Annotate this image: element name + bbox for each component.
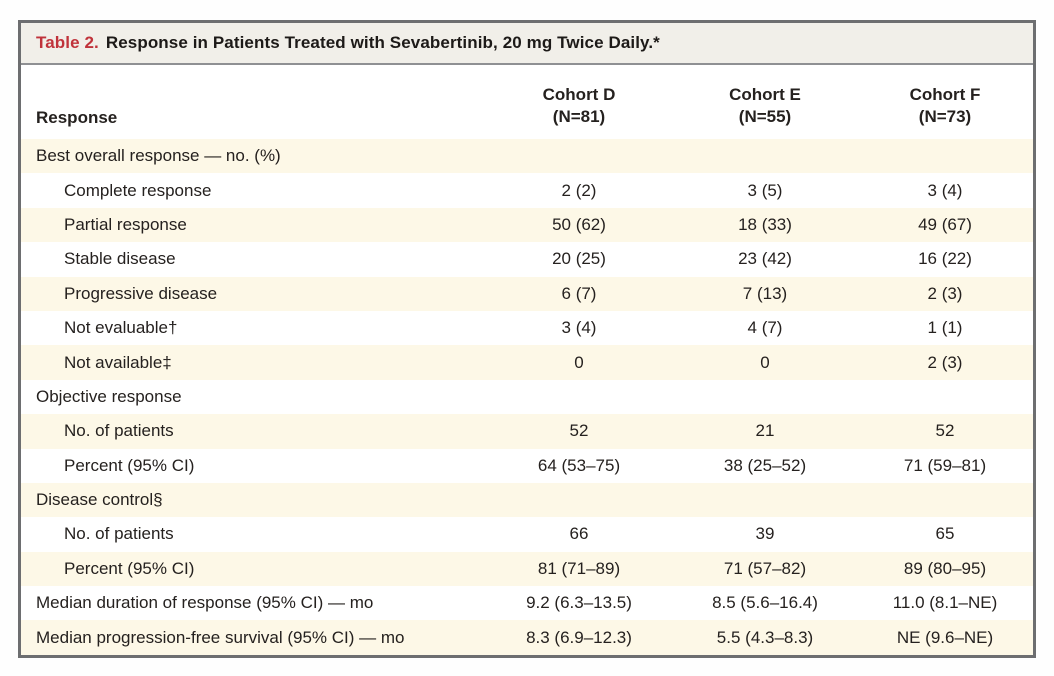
cohort-d-n: (N=81) [552,107,606,126]
cell-value: 71 (57–82) [723,558,807,578]
table-row-complete-response: Complete response 2 (2) 3 (5) 3 (4) [21,173,1033,208]
table-title-band: Table 2. Response in Patients Treated wi… [21,23,1033,65]
row-label: Median progression-free survival (95% CI… [36,627,405,647]
cell-value: 3 (5) [747,180,783,200]
header-response: Response [36,108,118,127]
cell-value: 66 [569,524,589,544]
table-row-not-evaluable: Not evaluable† 3 (4) 4 (7) 1 (1) [21,310,1033,346]
table-row-median-duration-of-response: Median duration of response (95% CI) — m… [21,586,1033,621]
table-row-stable-disease: Stable disease 20 (25) 23 (42) 16 (22) [21,242,1033,277]
row-label: Percent (95% CI) [64,455,195,475]
table-number-label: Table 2. [36,33,99,52]
cell-value: 20 (25) [552,249,606,269]
table-row-objective-no-of-patients: No. of patients 52 21 52 [21,414,1033,449]
cell-value: 50 (62) [552,214,606,234]
cell-value: 49 (67) [918,214,972,234]
row-label: Not available‡ [64,352,172,372]
cell-value: 52 [935,421,955,441]
table-row-median-progression-free-survival: Median progression-free survival (95% CI… [21,620,1033,655]
cell-value: 89 (80–95) [903,558,987,578]
row-label: Stable disease [64,249,176,269]
cell-value: 71 (59–81) [903,455,987,475]
cell-value: 38 (25–52) [723,455,807,475]
cell-value: 3 (4) [927,180,963,200]
table-row-objective-response: Objective response [21,379,1033,415]
column-header-row: Response Cohort D (N=81) Cohort E (N=55)… [21,65,1033,139]
cell-value: 65 [935,524,955,544]
cohort-f-name: Cohort F [909,85,981,104]
table-row-not-available: Not available‡ 0 0 2 (3) [21,345,1033,380]
cohort-f-n: (N=73) [918,107,972,126]
row-label: Complete response [64,180,212,200]
cell-value: 2 (2) [561,180,597,200]
row-label: Disease control§ [36,490,163,510]
cell-value: 64 (53–75) [537,455,621,475]
cell-value: 81 (71–89) [537,558,621,578]
header-cohort-e: Cohort E (N=55) [673,84,857,128]
cell-value: 39 [755,524,775,544]
row-label: No. of patients [64,421,174,441]
row-label: Median duration of response (95% CI) — m… [36,593,374,613]
cell-value: 2 (3) [927,283,963,303]
cell-value: 11.0 (8.1–NE) [892,593,998,613]
cell-value: 16 (22) [918,249,972,269]
row-label: Percent (95% CI) [64,558,195,578]
table-row-progressive-disease: Progressive disease 6 (7) 7 (13) 2 (3) [21,276,1033,311]
table-row-disease-control-no-of-patients: No. of patients 66 39 65 [21,517,1033,552]
cell-value: 2 (3) [927,352,963,372]
cell-value: 52 [569,421,589,441]
header-cohort-d: Cohort D (N=81) [485,84,673,128]
cell-value: 18 (33) [738,214,792,234]
cell-value: 3 (4) [561,318,597,338]
cell-value: 4 (7) [747,318,783,338]
table-row-disease-control-percent: Percent (95% CI) 81 (71–89) 71 (57–82) 8… [21,551,1033,587]
cell-value: 8.3 (6.9–12.3) [526,627,632,647]
cell-value: 9.2 (6.3–13.5) [526,593,632,613]
cohort-d-name: Cohort D [542,85,616,104]
cell-value: 0 [574,352,584,372]
cell-value: 5.5 (4.3–8.3) [716,627,814,647]
cell-value: NE (9.6–NE) [896,627,994,647]
cohort-e-name: Cohort E [729,85,801,104]
row-label: Partial response [64,214,187,234]
row-label: Progressive disease [64,283,218,303]
cell-value: 21 [755,421,775,441]
cell-value: 7 (13) [742,283,788,303]
row-label: Best overall response — no. (%) [36,146,281,166]
header-cohort-f: Cohort F (N=73) [857,84,1033,128]
table-row-objective-percent: Percent (95% CI) 64 (53–75) 38 (25–52) 7… [21,448,1033,483]
table-2-frame: Table 2. Response in Patients Treated wi… [18,20,1036,658]
table-title-text: Response in Patients Treated with Sevabe… [105,33,660,52]
cell-value: 6 (7) [561,283,597,303]
row-label: Not evaluable† [64,318,178,338]
cell-value: 8.5 (5.6–16.4) [712,593,818,613]
row-label: Objective response [36,386,182,406]
cell-value: 23 (42) [738,249,792,269]
cohort-e-n: (N=55) [738,107,792,126]
table-row-best-overall-response: Best overall response — no. (%) [21,139,1033,174]
cell-value: 1 (1) [927,318,963,338]
table-row-disease-control: Disease control§ [21,482,1033,518]
row-label: No. of patients [64,524,174,544]
cell-value: 0 [760,352,770,372]
table-row-partial-response: Partial response 50 (62) 18 (33) 49 (67) [21,207,1033,243]
